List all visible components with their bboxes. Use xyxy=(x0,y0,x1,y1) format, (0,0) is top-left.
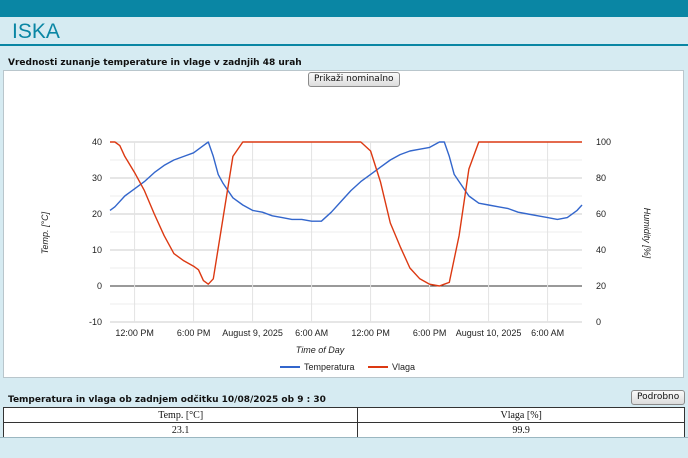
show-nominal-button[interactable]: Prikaži nominalno xyxy=(308,72,400,87)
y-axis-right-title: Humidity [%] xyxy=(642,208,652,259)
table-header-row: Temp. [°C] Vlaga [%] xyxy=(2,407,685,423)
y-left-tick-label: 40 xyxy=(92,137,102,147)
table-row: 23.1 99.9 xyxy=(2,422,685,438)
chart-legend: Temperatura Vlaga xyxy=(280,362,415,372)
x-tick-label: August 10, 2025 xyxy=(456,328,522,338)
y-left-tick-label: 30 xyxy=(92,173,102,183)
y-right-tick-label: 60 xyxy=(596,209,606,219)
y-right-tick-label: 80 xyxy=(596,173,606,183)
x-tick-label: 12:00 PM xyxy=(351,328,390,338)
x-tick-label: 6:00 AM xyxy=(295,328,328,338)
temperature-humidity-chart: Time of Day Temp. [°C] Humidity [%] -10 0… xyxy=(40,137,652,372)
x-tick-label: 6:00 AM xyxy=(531,328,564,338)
y-left-tick-label: 0 xyxy=(97,281,102,291)
site-title: ISKA xyxy=(12,20,60,43)
x-tick-label: 6:00 PM xyxy=(177,328,211,338)
y-axis-left-title: Temp. [°C] xyxy=(40,211,50,254)
y-right-tick-label: 20 xyxy=(596,281,606,291)
chart-series xyxy=(109,141,583,287)
reading-heading: Temperatura in vlaga ob zadnjem odčitku … xyxy=(8,395,326,405)
chart-heading: Vrednosti zunanje temperature in vlage v… xyxy=(8,58,302,68)
y-right-tick-label: 40 xyxy=(596,245,606,255)
footer-divider xyxy=(0,437,688,438)
header-humidity: Vlaga [%] xyxy=(357,407,685,423)
y-right-tick-label: 100 xyxy=(596,137,611,147)
series-line-vlaga xyxy=(110,141,582,287)
chart-grid xyxy=(110,141,582,323)
legend-label-temperatura: Temperatura xyxy=(304,362,355,372)
chart-panel: Prikaži nominalno Time of Day Temp. [°C]… xyxy=(3,70,684,378)
x-tick-label: 12:00 PM xyxy=(115,328,154,338)
details-button[interactable]: Podrobno xyxy=(631,390,686,405)
y-left-tick-label: 20 xyxy=(92,209,102,219)
x-tick-label: 6:00 PM xyxy=(413,328,447,338)
y-left-tick-label: 10 xyxy=(92,245,102,255)
header-temperature: Temp. [°C] xyxy=(2,407,359,423)
value-humidity: 99.9 xyxy=(357,422,685,438)
value-temperature: 23.1 xyxy=(2,422,359,438)
title-divider xyxy=(0,44,688,46)
y-left-tick-label: -10 xyxy=(89,317,102,327)
legend-label-vlaga: Vlaga xyxy=(392,362,415,372)
x-tick-label: August 9, 2025 xyxy=(222,328,283,338)
y-right-tick-label: 0 xyxy=(596,317,601,327)
latest-reading-table: Temp. [°C] Vlaga [%] 23.1 99.9 xyxy=(2,407,685,438)
chart-axes: Time of Day Temp. [°C] Humidity [%] -10 0… xyxy=(40,137,652,355)
top-bar xyxy=(0,0,688,17)
series-line-temperatura xyxy=(109,141,583,222)
x-axis-title: Time of Day xyxy=(296,345,345,355)
